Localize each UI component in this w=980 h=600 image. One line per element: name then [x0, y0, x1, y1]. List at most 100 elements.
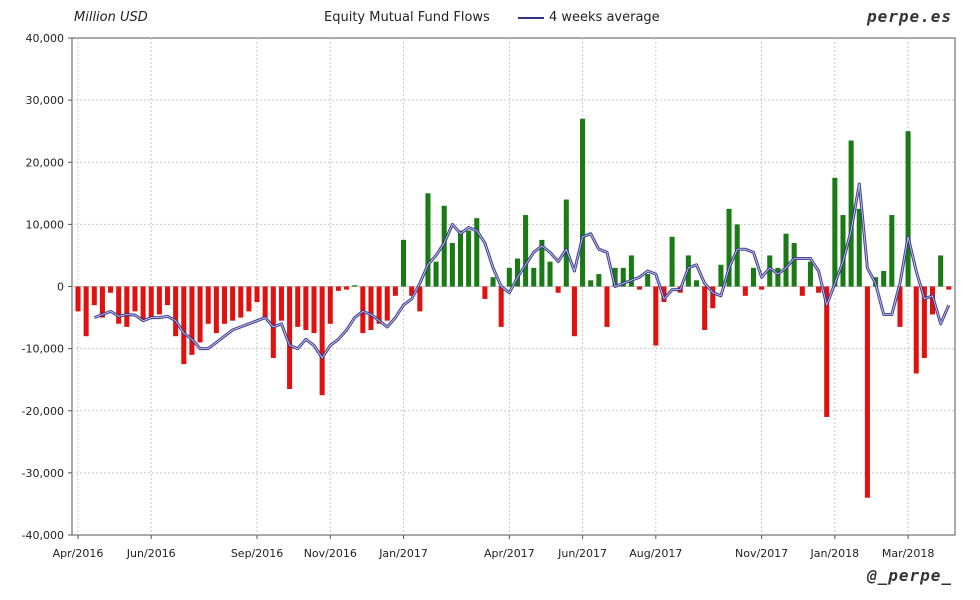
- flow-bar: [702, 286, 708, 330]
- flow-bar: [856, 208, 862, 287]
- flow-bar: [230, 286, 236, 321]
- flow-bar: [132, 286, 138, 312]
- bars-layer: [75, 118, 952, 498]
- flow-bar: [604, 286, 610, 327]
- flow-bar: [775, 267, 781, 287]
- flow-bar: [303, 286, 309, 330]
- flow-bar: [824, 286, 830, 417]
- flow-bar: [189, 286, 195, 355]
- flow-bar: [327, 286, 333, 324]
- flow-bar: [889, 215, 895, 287]
- flow-bar: [571, 286, 577, 337]
- flow-bar: [376, 286, 382, 324]
- flow-bar: [91, 286, 97, 306]
- flow-bar: [83, 286, 89, 337]
- flow-bar: [344, 286, 350, 290]
- flow-bar: [742, 286, 748, 296]
- y-tick-label: 10,000: [26, 218, 65, 231]
- flow-bar: [563, 199, 569, 287]
- x-tick-label: Nov/2017: [735, 547, 788, 560]
- flow-bar: [417, 286, 423, 312]
- flow-bar: [116, 286, 122, 324]
- legend-label: 4 weeks average: [549, 10, 660, 25]
- flow-bar: [514, 258, 520, 287]
- flow-bar: [490, 277, 496, 287]
- x-tick-label: Apr/2016: [53, 547, 104, 560]
- flow-bar: [262, 286, 268, 318]
- flow-bar: [295, 286, 301, 327]
- flow-bar: [588, 280, 594, 287]
- x-tick-label: Aug/2017: [629, 547, 682, 560]
- handle-watermark: @_perpe_: [866, 566, 952, 585]
- flow-bar: [335, 286, 341, 291]
- x-tick-label: Nov/2016: [304, 547, 357, 560]
- x-tick-label: Jan/2018: [810, 547, 860, 560]
- flow-bar: [921, 286, 927, 358]
- flow-bar: [213, 286, 219, 334]
- flow-bar: [946, 286, 952, 290]
- flow-bar: [278, 286, 284, 321]
- flow-bar: [457, 230, 464, 287]
- flow-bar: [767, 255, 773, 287]
- flow-bar: [156, 286, 162, 315]
- flow-bar: [816, 286, 822, 293]
- flow-bar: [466, 230, 472, 287]
- y-tick-label: 20,000: [26, 156, 65, 169]
- flow-bar: [449, 243, 455, 287]
- flow-bar: [384, 286, 390, 321]
- flow-bar: [482, 286, 488, 299]
- flow-bar: [864, 286, 870, 498]
- flow-bar: [580, 118, 586, 287]
- flow-bar: [140, 286, 146, 321]
- x-tick-label: Jun/2017: [557, 547, 607, 560]
- y-tick-label: -40,000: [22, 529, 64, 542]
- flow-bar: [840, 215, 846, 287]
- flow-bar: [628, 255, 634, 287]
- flow-bar: [238, 286, 244, 318]
- flow-bar: [718, 264, 724, 287]
- y-tick-label: 40,000: [26, 32, 65, 45]
- flow-bar: [612, 267, 618, 287]
- flow-bar: [799, 286, 805, 296]
- flow-bar: [270, 286, 276, 358]
- flow-bar: [401, 239, 407, 287]
- x-tick-label: Jun/2016: [126, 547, 176, 560]
- flow-bar: [832, 177, 838, 287]
- flow-bar: [409, 286, 415, 296]
- flow-bar: [352, 285, 358, 287]
- flow-bar: [669, 236, 675, 287]
- flow-bar: [547, 261, 553, 287]
- flow-bar: [164, 286, 171, 306]
- flow-bar: [246, 286, 252, 312]
- flow-bar: [905, 131, 911, 287]
- legend: 4 weeks average: [518, 10, 660, 25]
- flow-bar: [319, 286, 325, 396]
- flow-bar: [148, 286, 154, 318]
- flow-bar: [360, 286, 366, 334]
- flow-bar: [791, 243, 797, 287]
- flow-bar: [555, 286, 561, 293]
- y-tick-label: -10,000: [22, 343, 64, 356]
- flow-bar: [637, 286, 643, 290]
- flow-bar: [897, 286, 903, 327]
- axis-layer: 40,000 30,000 20,000 10,000 0 -10,000 -20,000 -…: [22, 32, 935, 560]
- flow-bar: [221, 286, 228, 324]
- flow-bar: [474, 218, 480, 287]
- y-tick-label: 30,000: [26, 94, 65, 107]
- flow-bar: [783, 233, 789, 287]
- flow-bar: [311, 286, 317, 334]
- flow-bar: [75, 286, 81, 312]
- flow-bar: [99, 286, 105, 318]
- flow-bar: [441, 205, 447, 287]
- flow-bar: [750, 267, 756, 287]
- chart-title: Equity Mutual Fund Flows: [324, 10, 490, 25]
- flow-bar: [539, 239, 545, 287]
- flow-bar: [108, 286, 114, 293]
- units-label: Million USD: [74, 10, 148, 25]
- x-tick-label: Mar/2018: [882, 547, 934, 560]
- flow-bar: [734, 224, 740, 287]
- x-tick-label: Apr/2017: [484, 547, 535, 560]
- flow-bar: [596, 274, 602, 287]
- flow-bar: [392, 286, 398, 296]
